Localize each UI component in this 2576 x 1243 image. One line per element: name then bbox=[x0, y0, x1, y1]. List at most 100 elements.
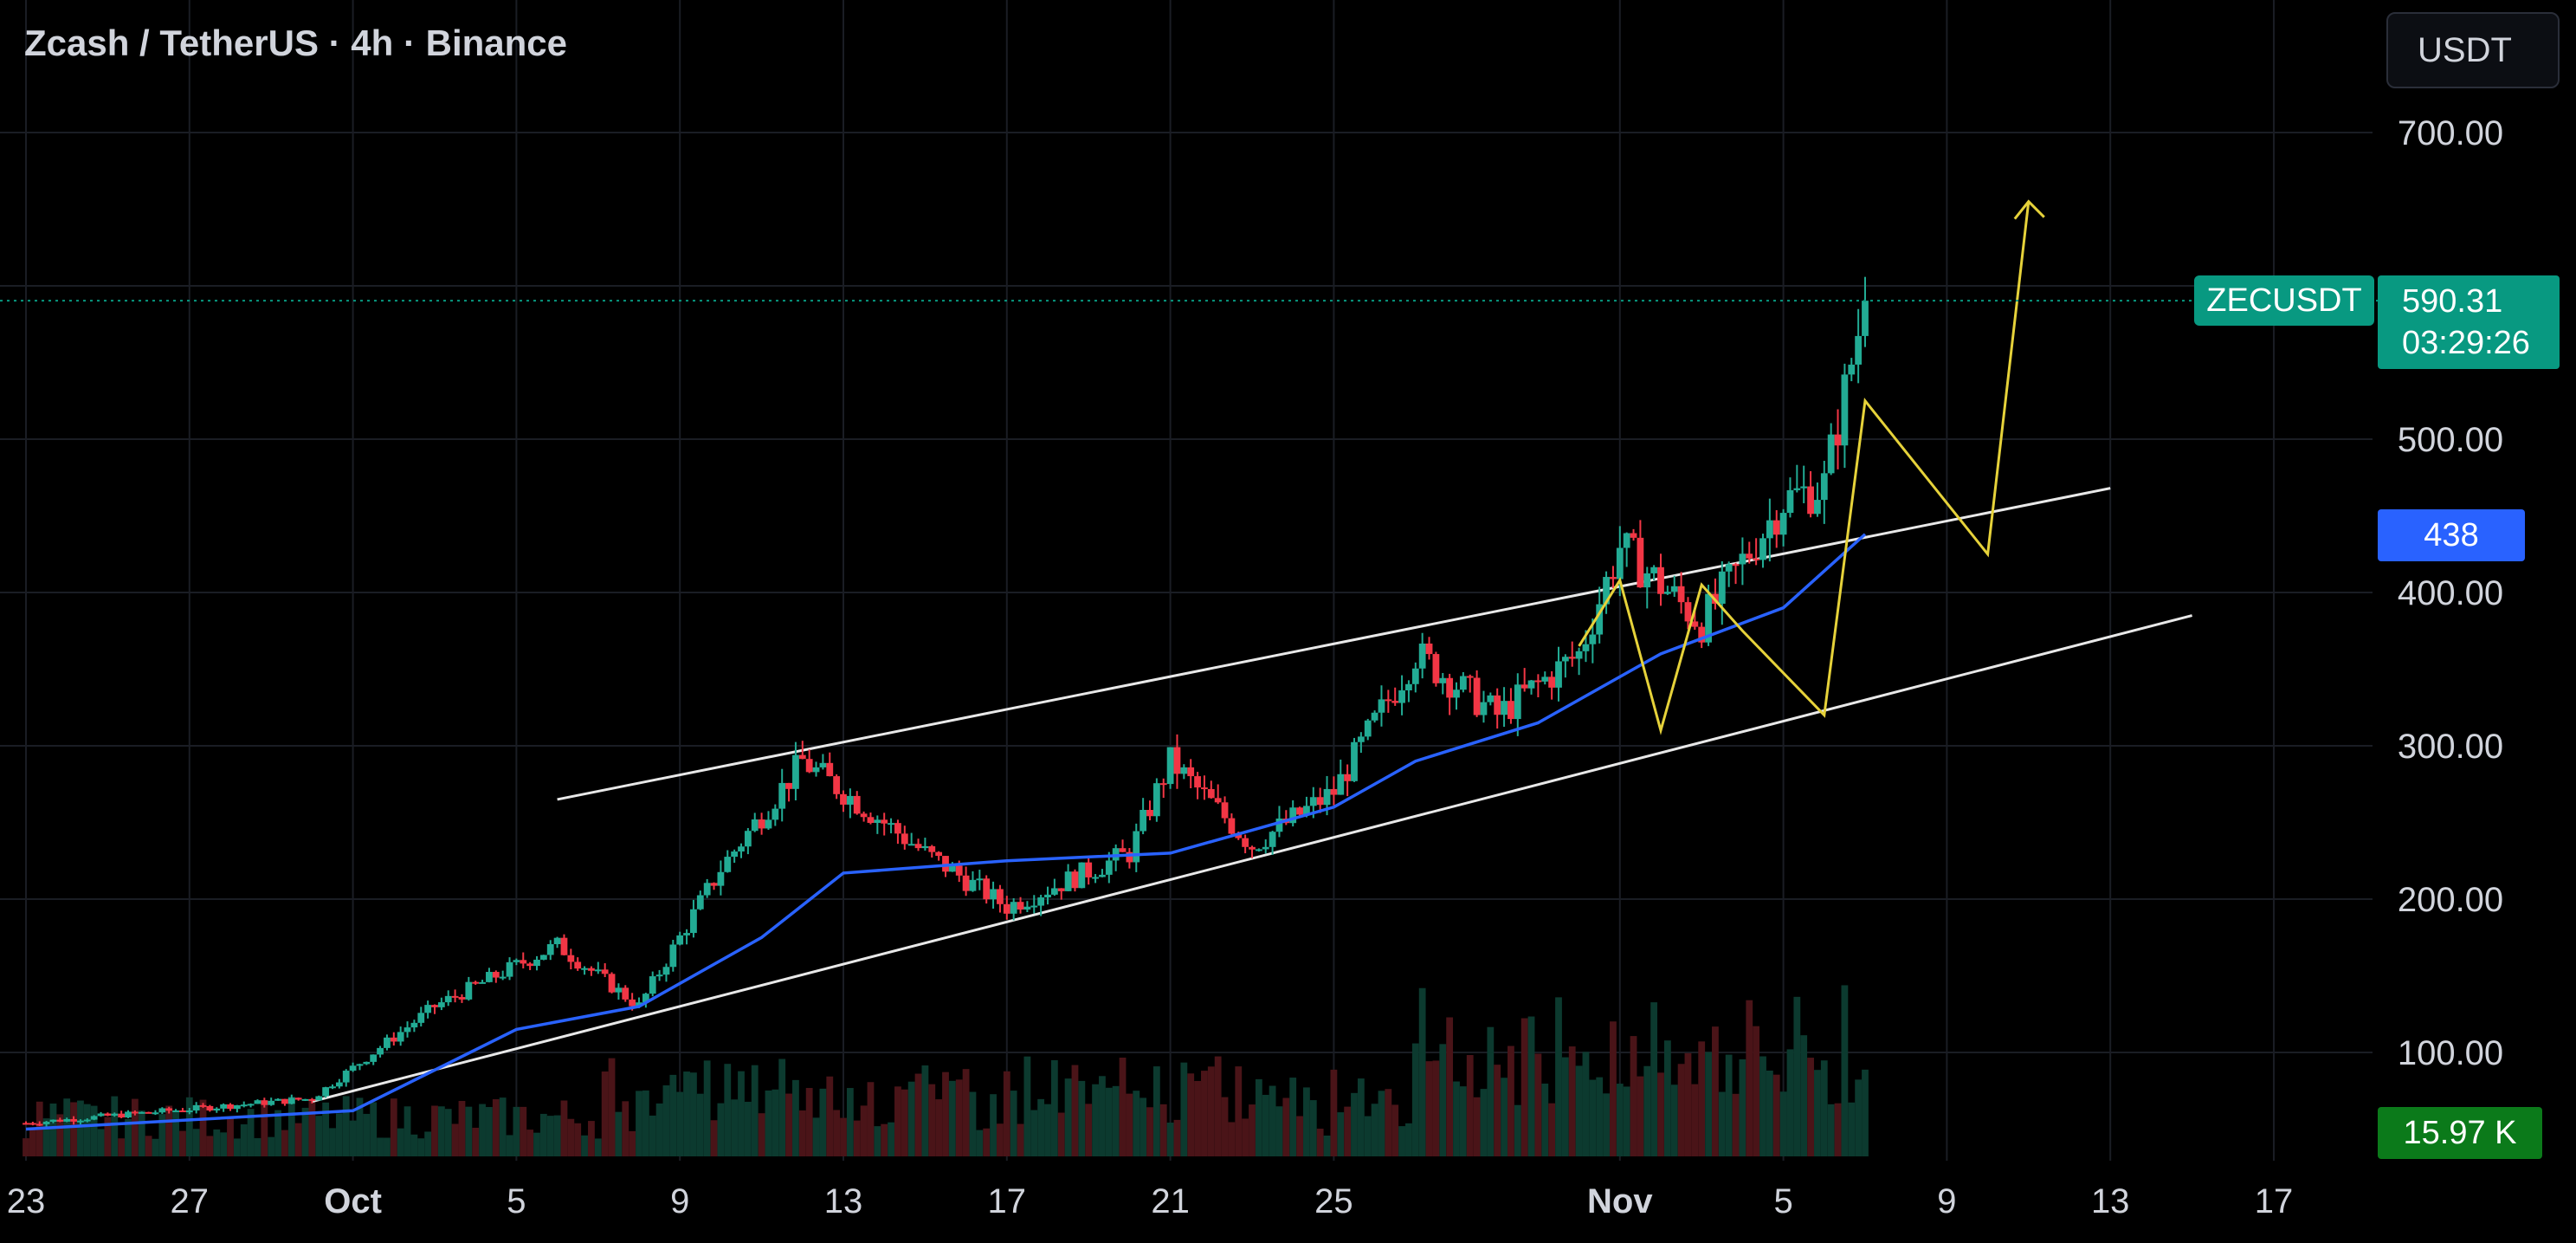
volume-bar bbox=[574, 1123, 582, 1156]
candle-body bbox=[125, 1111, 132, 1118]
candle-body bbox=[921, 845, 929, 849]
volume-bar bbox=[1753, 1026, 1760, 1156]
volume-bar bbox=[833, 1110, 841, 1156]
candle-body bbox=[1037, 897, 1045, 906]
volume-bar bbox=[636, 1091, 642, 1156]
projection-arrowhead bbox=[2013, 199, 2045, 220]
candle-body bbox=[1555, 661, 1562, 688]
candle-body bbox=[874, 819, 881, 824]
volume-bar bbox=[1119, 1058, 1127, 1156]
candle-body bbox=[888, 823, 894, 825]
candle-body bbox=[1180, 767, 1188, 774]
candle-body bbox=[1309, 797, 1317, 806]
candle-body bbox=[962, 875, 970, 891]
volume-bar bbox=[1555, 997, 1562, 1156]
volume-bar bbox=[1732, 1093, 1740, 1156]
candle-body bbox=[1616, 547, 1624, 579]
volume-bar bbox=[1684, 1052, 1692, 1156]
volume-bar bbox=[451, 1123, 459, 1156]
volume-bar bbox=[1050, 1059, 1058, 1156]
x-tick-label: 9 bbox=[670, 1182, 689, 1220]
volume-bar bbox=[131, 1098, 139, 1156]
candle-body bbox=[254, 1100, 261, 1104]
candle-body bbox=[70, 1118, 77, 1122]
volume-bar bbox=[42, 1118, 50, 1156]
candle-body bbox=[1194, 776, 1201, 788]
candle-body bbox=[397, 1032, 404, 1042]
candle-body bbox=[213, 1108, 221, 1111]
volume-bar bbox=[1459, 1086, 1467, 1156]
volume-bar bbox=[335, 1113, 343, 1156]
volume-bar bbox=[370, 1102, 378, 1156]
candle-body bbox=[1337, 774, 1345, 795]
volume-bar bbox=[948, 1080, 956, 1156]
candle-body bbox=[1480, 702, 1488, 715]
volume-bar bbox=[1793, 996, 1801, 1156]
volume-bar bbox=[642, 1090, 649, 1156]
volume-bar bbox=[281, 1130, 288, 1156]
candle-body bbox=[472, 981, 480, 984]
candle-body bbox=[1173, 747, 1181, 774]
candle-body bbox=[268, 1100, 275, 1105]
candle-body bbox=[1010, 902, 1017, 914]
volume-bar bbox=[881, 1123, 888, 1156]
candle-body bbox=[131, 1111, 139, 1114]
x-tick-label: 25 bbox=[1314, 1182, 1353, 1220]
candle-body bbox=[990, 889, 997, 900]
candle-body bbox=[424, 1005, 432, 1013]
volume-bar bbox=[874, 1126, 881, 1156]
volume-bar bbox=[1616, 1084, 1624, 1156]
volume-bar bbox=[1057, 1112, 1065, 1156]
candle-body bbox=[410, 1022, 418, 1028]
candle-body bbox=[798, 754, 806, 760]
volume-bar bbox=[778, 1058, 786, 1156]
volume-bar bbox=[227, 1117, 234, 1156]
candle-body bbox=[1050, 888, 1058, 895]
candle-body bbox=[1800, 486, 1808, 489]
volume-bar bbox=[1262, 1094, 1269, 1156]
candle-body bbox=[1759, 538, 1766, 560]
volume-bar bbox=[826, 1076, 834, 1156]
volume-bar bbox=[588, 1121, 595, 1156]
volume-bar bbox=[997, 1123, 1004, 1156]
volume-bar bbox=[853, 1120, 861, 1156]
volume-bar bbox=[1030, 1110, 1038, 1156]
candle-body bbox=[785, 782, 792, 789]
candle-body bbox=[390, 1037, 397, 1042]
bar-countdown: 03:29:26 bbox=[2402, 325, 2530, 361]
volume-bar bbox=[1712, 1026, 1719, 1156]
volume-bar bbox=[1786, 1049, 1794, 1156]
currency-button[interactable]: USDT bbox=[2386, 12, 2560, 88]
volume-bar bbox=[901, 1089, 908, 1156]
volume-bar bbox=[1807, 1058, 1814, 1156]
candle-body bbox=[1330, 788, 1338, 795]
x-tick-label: Oct bbox=[324, 1182, 382, 1220]
candle-body bbox=[758, 819, 765, 829]
volume-bar bbox=[1739, 1058, 1746, 1156]
candle-body bbox=[1405, 683, 1412, 691]
candle-body bbox=[479, 981, 486, 984]
candle-body bbox=[1057, 888, 1065, 891]
candle-body bbox=[104, 1113, 112, 1116]
candle-body bbox=[997, 889, 1004, 904]
y-tick-label: 300.00 bbox=[2398, 728, 2503, 766]
volume-bar bbox=[846, 1088, 854, 1156]
candle-body bbox=[1772, 520, 1780, 535]
candle-body bbox=[1078, 862, 1086, 889]
volume-bar bbox=[1637, 1076, 1644, 1156]
candle-body bbox=[458, 997, 466, 1000]
candle-body bbox=[826, 762, 834, 777]
volume-bar bbox=[1282, 1097, 1290, 1156]
candle-body bbox=[1235, 833, 1243, 838]
volume-bar bbox=[1411, 1043, 1419, 1156]
volume-bar bbox=[1071, 1065, 1079, 1156]
x-tick-label: 9 bbox=[1937, 1182, 1956, 1220]
volume-bar bbox=[1766, 1070, 1773, 1156]
volume-bar bbox=[274, 1110, 281, 1156]
channel-line bbox=[312, 614, 2192, 1104]
x-tick-label: 5 bbox=[507, 1182, 526, 1220]
volume-bar bbox=[506, 1135, 513, 1156]
volume-bar bbox=[1814, 1070, 1821, 1156]
x-tick-label: 27 bbox=[171, 1182, 210, 1220]
